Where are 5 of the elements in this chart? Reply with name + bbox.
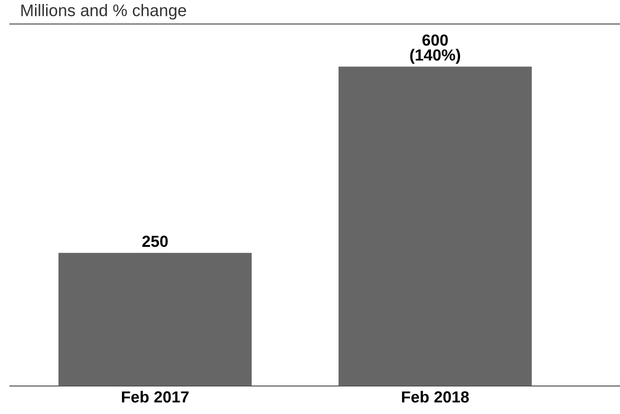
- chart-subtitle: Millions and % change: [21, 4, 186, 20]
- data-label: 250: [142, 236, 168, 247]
- x-tick-label: Feb 2018: [402, 390, 469, 403]
- data-label: 600 (140%): [410, 34, 460, 64]
- x-tick-label: Feb 2017: [122, 390, 189, 403]
